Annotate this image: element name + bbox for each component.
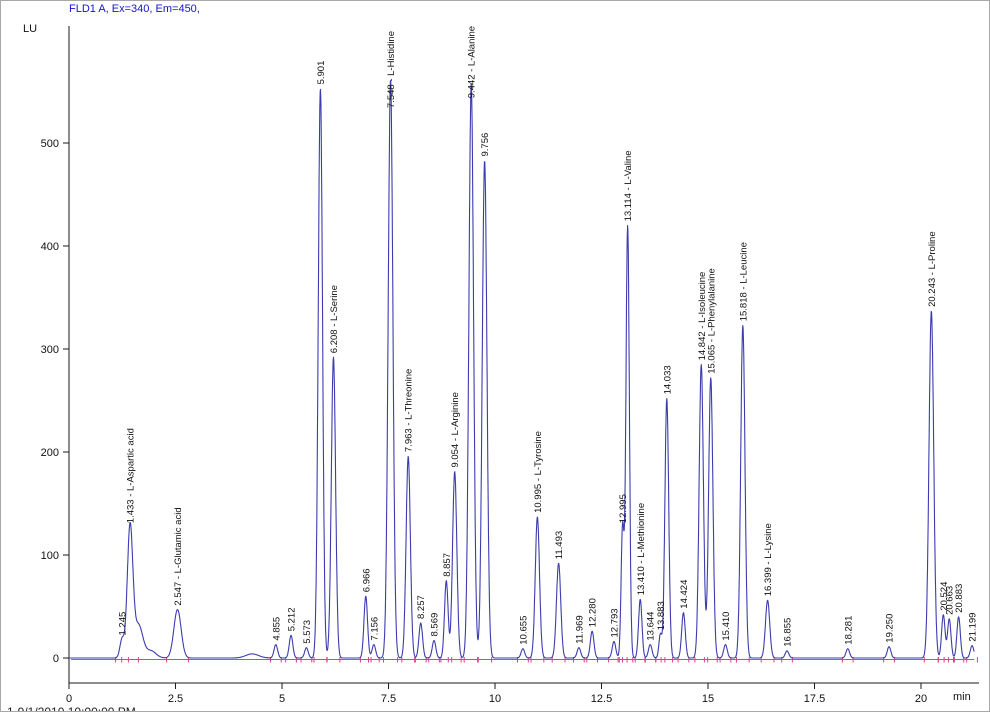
svg-text:12.280: 12.280 <box>588 598 599 627</box>
footer-partial-text: 1-9/1/2010 10:00:00 PM <box>7 705 136 712</box>
svg-text:13.883: 13.883 <box>656 601 667 630</box>
svg-text:0: 0 <box>53 653 59 665</box>
svg-text:6.966: 6.966 <box>361 568 372 592</box>
svg-text:500: 500 <box>41 138 59 150</box>
svg-text:20.524: 20.524 <box>939 582 950 611</box>
svg-text:5.212: 5.212 <box>287 608 298 632</box>
svg-text:9.756: 9.756 <box>480 133 491 157</box>
svg-text:400: 400 <box>41 241 59 253</box>
svg-text:16.399 - L-Lysine: 16.399 - L-Lysine <box>763 523 774 596</box>
svg-text:9.054 - L-Arginine: 9.054 - L-Arginine <box>450 392 461 468</box>
svg-text:6.208 - L-Serine: 6.208 - L-Serine <box>329 285 340 353</box>
svg-text:20: 20 <box>915 693 927 705</box>
svg-text:14.033: 14.033 <box>662 365 673 394</box>
svg-text:7.548 - L-Histidine: 7.548 - L-Histidine <box>386 31 397 108</box>
svg-text:1.245: 1.245 <box>118 612 129 636</box>
svg-text:2.547 - L-Glutamic acid: 2.547 - L-Glutamic acid <box>173 507 184 605</box>
svg-text:8.569: 8.569 <box>430 613 441 637</box>
svg-text:12.793: 12.793 <box>610 608 621 637</box>
svg-text:19.250: 19.250 <box>885 614 896 643</box>
svg-text:17.5: 17.5 <box>804 693 825 705</box>
svg-text:20.243 - L-Proline: 20.243 - L-Proline <box>927 231 938 307</box>
x-axis-unit-label: min <box>953 691 971 703</box>
svg-text:13.410 - L-Methionine: 13.410 - L-Methionine <box>636 503 647 595</box>
svg-text:200: 200 <box>41 447 59 459</box>
svg-text:5: 5 <box>279 693 285 705</box>
y-axis-unit-label: LU <box>23 23 38 35</box>
svg-text:15.818 - L-Leucine: 15.818 - L-Leucine <box>738 242 749 321</box>
svg-text:7.5: 7.5 <box>381 693 396 705</box>
svg-text:14.424: 14.424 <box>679 580 690 609</box>
chart-title: FLD1 A, Ex=340, Em=450, <box>69 3 200 15</box>
svg-text:2.5: 2.5 <box>168 693 183 705</box>
svg-text:15: 15 <box>702 693 714 705</box>
svg-text:9.442 - L-Alanine: 9.442 - L-Alanine <box>467 26 478 98</box>
svg-text:20.663: 20.663 <box>945 586 956 615</box>
svg-text:11.969: 11.969 <box>574 615 585 643</box>
svg-text:11.493: 11.493 <box>554 531 565 559</box>
svg-text:10.655: 10.655 <box>518 616 529 645</box>
svg-text:13.114 - L-Valine: 13.114 - L-Valine <box>623 150 634 221</box>
svg-text:7.963 - L-Threonine: 7.963 - L-Threonine <box>404 369 415 452</box>
svg-text:8.257: 8.257 <box>416 595 427 619</box>
svg-text:10.995 - L-Tyrosine: 10.995 - L-Tyrosine <box>533 431 544 513</box>
svg-text:100: 100 <box>41 550 59 562</box>
svg-text:5.901: 5.901 <box>316 61 327 85</box>
svg-text:16.855: 16.855 <box>783 618 794 647</box>
svg-text:5.573: 5.573 <box>302 620 313 644</box>
svg-text:20.883: 20.883 <box>954 584 965 613</box>
svg-text:13.644: 13.644 <box>646 612 657 641</box>
svg-text:12.5: 12.5 <box>591 693 612 705</box>
svg-text:10: 10 <box>489 693 501 705</box>
svg-text:15.065 - L-Phenylalanine: 15.065 - L-Phenylalanine <box>706 268 717 374</box>
svg-text:12.995: 12.995 <box>618 494 629 523</box>
svg-text:1.433 - L-Aspartic acid: 1.433 - L-Aspartic acid <box>126 428 137 523</box>
svg-text:300: 300 <box>41 344 59 356</box>
svg-text:4.855: 4.855 <box>271 617 282 641</box>
svg-text:0: 0 <box>66 693 72 705</box>
svg-text:21.199: 21.199 <box>968 613 979 642</box>
svg-text:18.281: 18.281 <box>843 616 854 645</box>
svg-text:14.842 - L-Isoleucine: 14.842 - L-Isoleucine <box>697 272 708 361</box>
svg-text:7.156: 7.156 <box>369 617 380 641</box>
svg-text:15.410: 15.410 <box>721 612 732 641</box>
svg-text:8.857: 8.857 <box>442 553 453 577</box>
